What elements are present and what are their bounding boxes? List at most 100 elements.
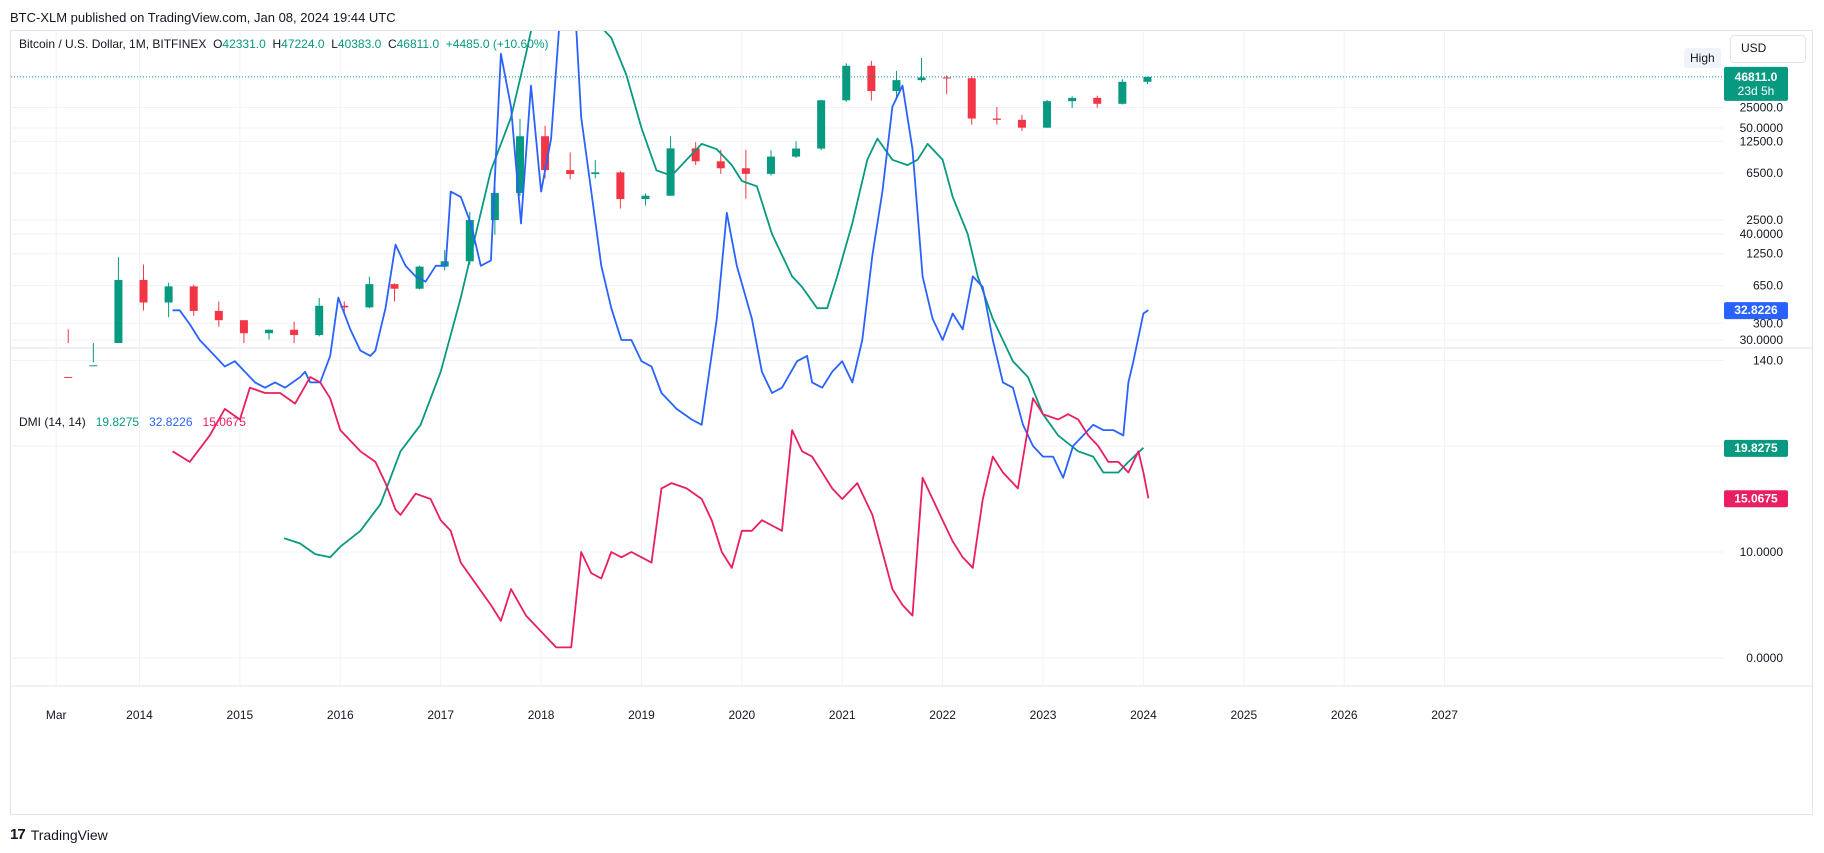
candle-body [164, 286, 173, 303]
dmi-minus-value: 15.0675 [202, 415, 246, 429]
candle-body [666, 148, 675, 196]
price-tick-label: 12500.0 [1740, 134, 1784, 148]
candle-body [716, 161, 725, 169]
candle-body [515, 136, 524, 193]
symbol-legend: Bitcoin / U.S. Dollar, 1M, BITFINEX O423… [19, 37, 549, 51]
candle-body [641, 195, 650, 200]
candle-body [967, 78, 976, 119]
candle-body [817, 100, 826, 149]
low-value: 40383.0 [337, 37, 382, 51]
last-price-label: 46811.0 [1735, 70, 1778, 84]
dmi-value-label: 32.8226 [1734, 303, 1778, 317]
candle-body [390, 284, 399, 289]
chart-frame[interactable]: 140.0 300.0 650.0 1250.0 2500.0 6500.0 12500.0… [10, 30, 1813, 815]
candle-body [1017, 119, 1026, 128]
dmi-tick-label: 10.0000 [1740, 545, 1784, 559]
dmi-value-label: 15.0675 [1734, 491, 1778, 505]
x-tick-label: 2025 [1230, 708, 1257, 722]
candle-body [691, 148, 700, 162]
candle-body [867, 65, 876, 92]
candle-body [139, 279, 148, 303]
x-tick-label: 2027 [1431, 708, 1458, 722]
x-tick-label: Mar [46, 708, 67, 722]
dmi-tick-label: 0.0000 [1746, 651, 1783, 665]
candle-body [942, 77, 951, 79]
x-tick-label: 2021 [829, 708, 856, 722]
published-caption: BTC-XLM published on TradingView.com, Ja… [10, 10, 396, 25]
x-tick-label: 2017 [427, 708, 454, 722]
x-tick-label: 2026 [1331, 708, 1358, 722]
dmi-tick-label: 40.0000 [1740, 227, 1784, 241]
candle-body [1068, 97, 1077, 102]
candle-body [89, 365, 98, 367]
candle-body [239, 320, 248, 334]
dmi-line-di [172, 31, 1149, 479]
dmi-plus-value: 32.8226 [149, 415, 193, 429]
dmi-adx-value: 19.8275 [95, 415, 140, 429]
footer: 17 TradingView [10, 826, 108, 843]
price-tick-label: 650.0 [1753, 279, 1783, 293]
candle-body [792, 148, 801, 157]
open-label: O [213, 37, 223, 51]
candle-body [1118, 81, 1127, 104]
close-label: C [387, 37, 397, 51]
dmi-value-badge [1724, 302, 1788, 320]
candle-body [1093, 97, 1102, 104]
candle-body [766, 156, 775, 174]
price-tick-label: 2500.0 [1746, 213, 1783, 227]
x-tick-label: 2014 [126, 708, 153, 722]
last-price-badge [1724, 66, 1788, 101]
candle-body [465, 220, 474, 262]
candle-body [842, 65, 851, 101]
candle-body [541, 136, 550, 171]
dmi-tick-label: 30.0000 [1740, 333, 1784, 347]
candle-body [340, 305, 349, 308]
open-value: 42331.0 [222, 37, 266, 51]
currency-button[interactable]: USD [1730, 35, 1806, 63]
footer-brand[interactable]: TradingView [30, 826, 108, 843]
candle-body [917, 77, 926, 81]
candle-body [992, 118, 1001, 120]
x-tick-label: 2019 [628, 708, 655, 722]
dmi-line-adx [283, 31, 1145, 559]
x-tick-label: 2016 [327, 708, 354, 722]
dmi-tick-label: 50.0000 [1740, 121, 1784, 135]
dmi-value-badge [1724, 439, 1788, 457]
candle-body [214, 310, 223, 321]
candle-body [616, 172, 625, 200]
x-tick-label: 2022 [929, 708, 956, 722]
low-label: L [331, 37, 338, 51]
tradingview-logo-icon[interactable]: 17 [10, 826, 26, 843]
high-scale-button[interactable]: High [1684, 48, 1721, 68]
candle-body [892, 80, 901, 92]
candle-body [315, 305, 324, 336]
candle-body [490, 192, 499, 221]
symbol-name: Bitcoin / U.S. Dollar, 1M, BITFINEX [19, 37, 207, 51]
candle-body [591, 172, 600, 175]
candle-body [64, 376, 73, 378]
candle-body [1143, 76, 1152, 82]
close-value: 46811.0 [396, 37, 440, 51]
dmi-value-badge [1724, 490, 1788, 508]
candle-body [189, 286, 198, 311]
chart-canvas[interactable]: 140.0 300.0 650.0 1250.0 2500.0 6500.0 12500.0… [11, 31, 1812, 814]
price-tick-label: 300.0 [1753, 316, 1783, 330]
dmi-line-di [172, 376, 1150, 649]
dmi-title: DMI (14, 14) [19, 415, 86, 429]
dmi-legend: DMI (14, 14) 19.8275 32.8226 15.0675 [19, 415, 246, 429]
candle-body [440, 261, 449, 267]
change-value: +4485.0 (+10.60%) [445, 37, 549, 51]
candle-body [265, 329, 274, 334]
high-value: 47224.0 [281, 37, 325, 51]
candle-body [566, 170, 575, 175]
price-tick-label: 25000.0 [1740, 101, 1784, 115]
x-tick-label: 2015 [227, 708, 254, 722]
countdown-label: 23d 5h [1738, 84, 1775, 98]
candle-body [741, 168, 750, 174]
price-tick-label: 6500.0 [1746, 166, 1783, 180]
candle-body [365, 284, 374, 308]
price-tick-label: 140.0 [1753, 354, 1783, 368]
x-tick-label: 2018 [528, 708, 555, 722]
price-tick-label: 1250.0 [1746, 247, 1783, 261]
candle-body [290, 329, 299, 336]
